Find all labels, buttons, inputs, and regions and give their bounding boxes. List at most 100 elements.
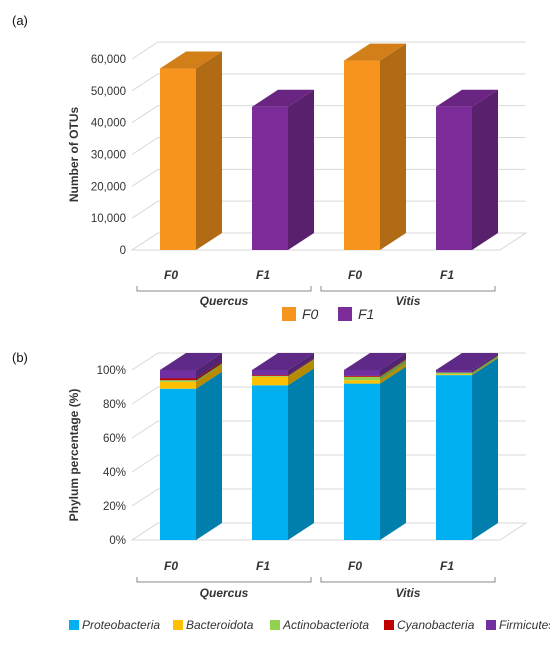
y-tick-label: 80%: [103, 399, 126, 411]
x-tick-label: F1: [256, 559, 270, 573]
bar-top: [252, 89, 314, 107]
x-tick-label: F0: [348, 559, 362, 573]
x-tick-label: F0: [164, 559, 178, 573]
bar-side: [472, 355, 498, 375]
bar: [252, 370, 288, 376]
bar-side: [288, 358, 314, 376]
x-tick-label: F1: [440, 268, 454, 282]
bar: [344, 383, 380, 540]
group-label: Vitis: [396, 294, 421, 308]
bar: [252, 375, 288, 376]
bar: [436, 106, 472, 250]
panel-b-chart: 0% 20% 40% 60% 80% 100% Phylum percentage (%) (…: [12, 350, 550, 632]
y-tick-label: 100%: [97, 365, 126, 377]
bar: [160, 378, 196, 381]
legend-swatch: [69, 620, 79, 630]
bar-side: [472, 357, 498, 376]
bar-side: [288, 358, 314, 377]
group-label: Quercus: [200, 294, 249, 308]
y-tick-label: 50,000: [91, 86, 126, 98]
bar-top: [160, 353, 222, 370]
legend-swatch: [270, 620, 280, 630]
bar: [160, 380, 196, 382]
bar: [344, 370, 380, 376]
bar-top: [252, 353, 314, 370]
bar: [344, 376, 380, 381]
panel-a-chart: 0 10,000 20,000 30,000 40,000 50,000 60,000 Num…: [12, 13, 528, 322]
bar-side: [196, 361, 222, 381]
y-tick-label: 60%: [103, 433, 126, 445]
bar: [436, 370, 472, 373]
legend-label: F0: [302, 306, 319, 322]
panel-label: (b): [12, 350, 28, 365]
y-tick-label: 0: [120, 245, 126, 257]
bar-side: [380, 359, 406, 381]
y-tick-label: 60,000: [91, 54, 126, 66]
y-tick-label: 20,000: [91, 181, 126, 193]
legend-swatch: [173, 620, 183, 630]
bar: [160, 381, 196, 389]
bar: [344, 60, 380, 250]
x-tick-label: F0: [164, 268, 178, 282]
y-tick-label: 0%: [109, 535, 126, 547]
bar-top: [344, 43, 406, 61]
bar: [160, 68, 196, 250]
bar-top: [436, 89, 498, 107]
group-bracket: [320, 286, 496, 292]
bar: [252, 385, 288, 540]
group-bracket: [320, 577, 496, 583]
group-bracket: [136, 286, 312, 292]
y-tick-label: 10,000: [91, 213, 126, 225]
legend-swatch: [486, 620, 496, 630]
bar-top: [436, 353, 498, 370]
legend: Proteobacteria Bacteroidota Actinobacterio…: [69, 618, 550, 632]
x-tick-label: F1: [256, 268, 270, 282]
legend-label: Firmicutes: [499, 618, 550, 632]
bar-side: [380, 366, 406, 540]
bar: [344, 375, 380, 377]
bar: [344, 380, 380, 384]
bar: [252, 375, 288, 377]
gridline: [131, 41, 526, 60]
bar-side: [380, 43, 406, 250]
bar-side: [380, 353, 406, 376]
group-label: Vitis: [396, 586, 421, 600]
group-bracket: [136, 577, 312, 583]
bar-side: [196, 371, 222, 540]
bar-side: [288, 368, 314, 540]
y-axis-title: Phylum percentage (%): [67, 389, 81, 522]
bar-side: [196, 363, 222, 382]
legend-label: F1: [358, 306, 374, 322]
bar-side: [472, 358, 498, 540]
bar: [436, 372, 472, 375]
bar: [436, 374, 472, 376]
legend-swatch: [282, 307, 296, 321]
legend: F0 F1: [282, 306, 374, 322]
bar-side: [196, 51, 222, 250]
bar-side: [288, 89, 314, 250]
bar-side: [472, 89, 498, 250]
bar: [436, 375, 472, 540]
y-axis-title: Number of OTUs: [67, 107, 81, 203]
bar-side: [380, 363, 406, 384]
legend-swatch: [384, 620, 394, 630]
bar-top: [160, 51, 222, 69]
y-tick-label: 30,000: [91, 150, 126, 162]
y-tick-label: 40%: [103, 467, 126, 479]
bar-side: [288, 353, 314, 376]
bar-side: [196, 353, 222, 379]
bar: [160, 388, 196, 540]
y-tick-label: 40,000: [91, 118, 126, 130]
bar: [252, 106, 288, 250]
x-tick-label: F0: [348, 268, 362, 282]
bar-side: [380, 358, 406, 377]
legend-label: Actinobacteriota: [282, 618, 369, 632]
bar-side: [288, 359, 314, 386]
legend-label: Proteobacteria: [82, 618, 160, 632]
group-label: Quercus: [200, 586, 249, 600]
legend-swatch: [338, 307, 352, 321]
bar: [252, 376, 288, 386]
legend-label: Cyanobacteria: [397, 618, 475, 632]
bar-side: [196, 364, 222, 389]
